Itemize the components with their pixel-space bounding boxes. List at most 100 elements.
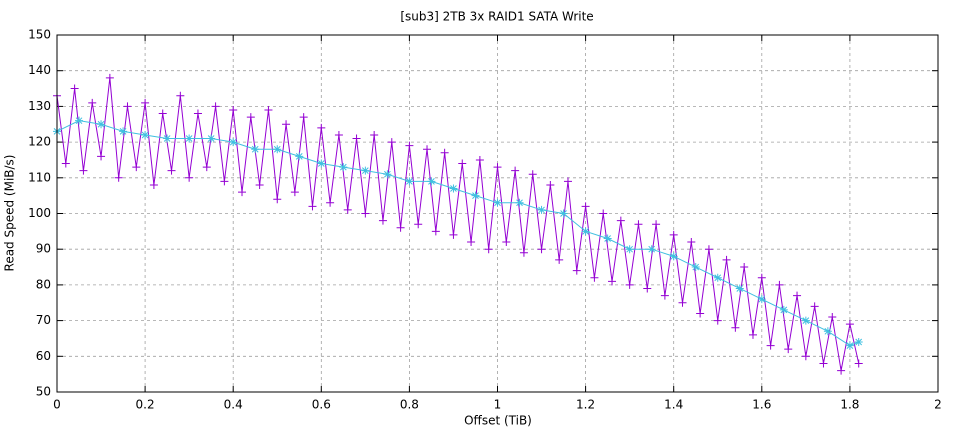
data-point [502, 238, 511, 247]
data-point [176, 91, 185, 100]
data-point [590, 273, 599, 282]
data-point [775, 280, 784, 289]
data-point [308, 202, 317, 211]
data-point [471, 191, 480, 200]
data-point [264, 105, 273, 114]
data-point [141, 130, 150, 139]
data-point [414, 220, 423, 229]
data-point [193, 109, 202, 118]
data-point [854, 338, 863, 347]
series-line [56, 120, 859, 347]
data-point [581, 227, 590, 236]
data-point [246, 113, 255, 122]
data-point [687, 238, 696, 247]
data-point [837, 366, 846, 375]
data-point [854, 359, 863, 368]
data-point [211, 102, 220, 111]
data-point [643, 284, 652, 293]
data-point [238, 188, 247, 197]
data-point [779, 305, 788, 314]
data-point [793, 291, 802, 300]
data-point [810, 302, 819, 311]
data-point [555, 255, 564, 264]
data-point [546, 180, 555, 189]
data-point [713, 273, 722, 282]
y-tick-label: 100 [28, 206, 51, 220]
data-point [317, 159, 326, 168]
x-axis-label: Offset (TiB) [464, 414, 532, 428]
data-point [70, 84, 79, 93]
data-point [220, 177, 229, 186]
x-tick-label: 1 [494, 398, 502, 412]
data-point [132, 163, 141, 172]
y-tick-label: 140 [28, 63, 51, 77]
chart-title: [sub3] 2TB 3x RAID1 SATA Write [400, 10, 593, 24]
data-point [396, 223, 405, 232]
x-tick-label: 0.8 [400, 398, 419, 412]
y-tick-label: 120 [28, 135, 51, 149]
data-point [625, 280, 634, 289]
y-tick-label: 60 [36, 349, 51, 363]
data-point [801, 316, 810, 325]
data-point [757, 295, 766, 304]
data-point [669, 252, 678, 261]
data-point [528, 170, 537, 179]
series-line [56, 77, 860, 371]
data-point [625, 245, 634, 254]
data-point [61, 159, 70, 168]
data-point [387, 138, 396, 147]
data-point [185, 134, 194, 143]
data-point [282, 120, 291, 129]
data-point [75, 116, 84, 125]
data-point [603, 234, 612, 243]
data-point [114, 173, 123, 182]
data-point [449, 230, 458, 239]
data-point [784, 345, 793, 354]
data-point [537, 245, 546, 254]
data-point [334, 130, 343, 139]
data-point [423, 145, 432, 154]
data-point [207, 134, 216, 143]
data-point [317, 123, 326, 132]
data-point [669, 230, 678, 239]
x-tick-label: 1.6 [752, 398, 771, 412]
data-point [123, 102, 132, 111]
data-point [722, 255, 731, 264]
data-point [343, 205, 352, 214]
data-point [704, 245, 713, 254]
data-point [202, 163, 211, 172]
data-point [405, 177, 414, 186]
data-point [713, 316, 722, 325]
data-point [255, 180, 264, 189]
data-point [581, 202, 590, 211]
data-point [361, 166, 370, 175]
data-point [823, 327, 832, 336]
data-point [467, 238, 476, 247]
y-tick-label: 50 [36, 385, 51, 399]
data-point [740, 263, 749, 272]
data-point [141, 98, 150, 107]
data-point [647, 245, 656, 254]
x-tick-label: 0.6 [312, 398, 331, 412]
data-point [295, 152, 304, 161]
data-point [273, 145, 282, 154]
y-tick-label: 80 [36, 277, 51, 291]
data-point [819, 359, 828, 368]
data-point [163, 134, 172, 143]
y-tick-label: 90 [36, 242, 51, 256]
data-point [801, 352, 810, 361]
data-point [105, 73, 114, 82]
data-point [119, 127, 128, 136]
data-point [326, 198, 335, 207]
x-tick-label: 0.2 [136, 398, 155, 412]
data-point [378, 216, 387, 225]
data-point [431, 227, 440, 236]
data-point [484, 245, 493, 254]
data-point [519, 248, 528, 257]
data-point [616, 216, 625, 225]
data-point [845, 341, 854, 350]
data-point [185, 173, 194, 182]
data-point [634, 220, 643, 229]
data-point [79, 166, 88, 175]
data-point [735, 284, 744, 293]
